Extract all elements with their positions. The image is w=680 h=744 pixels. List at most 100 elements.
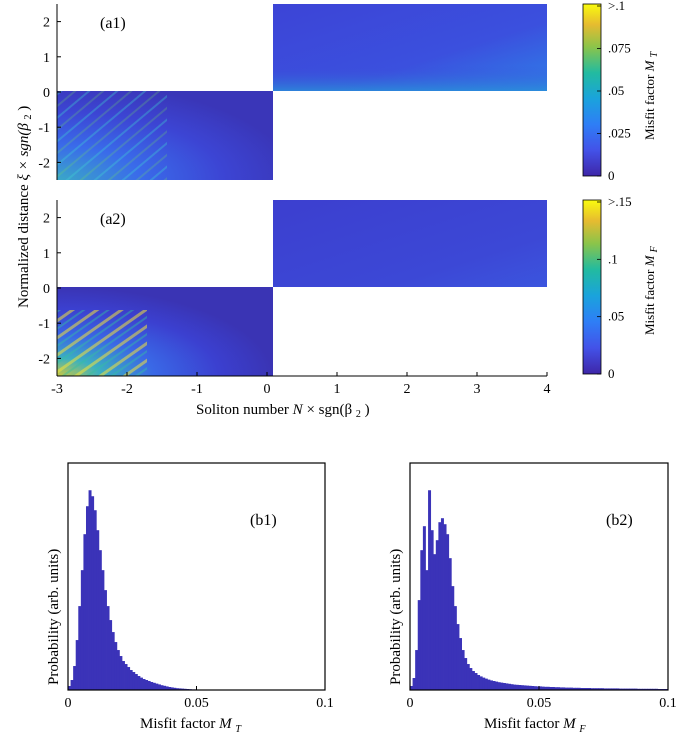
b2-bar	[479, 676, 483, 690]
colorbar-a2: >.15 .1 .05 0 Misfit factor M F	[582, 194, 660, 381]
b2-bar	[505, 683, 509, 690]
b2-bar	[618, 688, 622, 690]
b2-bar	[417, 600, 421, 690]
b2-bar	[487, 679, 491, 690]
b1-xtick-label: 0	[65, 696, 72, 711]
b2-bar	[539, 686, 542, 690]
b2-bar	[523, 685, 527, 690]
a2-yticks: -2 -1 0 1 2	[38, 212, 61, 367]
b1-xlabel: Misfit factor M T	[140, 716, 242, 735]
a1-ytick-label: 0	[43, 86, 50, 101]
b2-bar	[513, 684, 517, 690]
b2-bar	[531, 686, 535, 690]
b2-bar	[438, 522, 442, 690]
b2-bar	[515, 684, 519, 690]
b1-bar	[181, 688, 185, 690]
b2-xtick-label: 0	[407, 696, 414, 711]
b1-bar	[137, 676, 141, 690]
b2-bar	[631, 688, 635, 690]
b2-bar	[580, 688, 584, 690]
b1-bar	[85, 506, 89, 690]
panel-a1: (a1) -2 -1 0 1 2	[38, 4, 547, 180]
b2-bar	[544, 686, 548, 690]
b2-xlabel: Misfit factor M F	[484, 716, 586, 735]
colorbar-tick-label: .05	[608, 83, 624, 98]
b2-bar	[595, 688, 599, 690]
b2-bar	[451, 586, 455, 690]
b2-bars	[410, 490, 669, 690]
b1-bar	[147, 681, 151, 690]
b2-bar	[608, 688, 612, 690]
panel-b2: (b2) 0 0.05 0.1 Probability (arb. units) M…	[388, 462, 677, 735]
b2-bar	[572, 687, 576, 690]
b2-xticks: 0 0.05 0.1	[407, 686, 677, 711]
a1-region-left-streaks	[57, 91, 167, 180]
a-xlabel: Soliton number N × sgn(β 2 )	[196, 402, 370, 421]
b1-bar	[98, 550, 102, 690]
b2-bar	[554, 687, 558, 690]
b1-ylabel: Probability (arb. units)	[46, 549, 62, 685]
a1-ytick-label: 1	[43, 51, 50, 66]
b1-bar	[70, 680, 74, 690]
b1-bar	[111, 632, 115, 690]
b2-bar	[415, 650, 419, 690]
b2-bar	[482, 677, 486, 690]
b2-bar	[526, 685, 530, 690]
a1-ytick-label: 2	[43, 16, 50, 31]
a-ylabel: Normalized distance ξ × sgn(β 2 )	[16, 106, 35, 308]
a1-panel-label: (a1)	[100, 15, 126, 32]
b2-bar	[495, 681, 499, 690]
b2-bar	[606, 688, 610, 690]
colorbar-tick-label: .075	[608, 41, 631, 56]
a2-xtick-label: 4	[544, 382, 551, 397]
b2-bar	[575, 687, 579, 690]
b1-bar	[178, 688, 182, 690]
panel-b1: (b1) 0 0.05 0.1 Probability (arb. units) M…	[46, 462, 334, 735]
b2-bar	[474, 673, 478, 690]
a1-yticks: -2 -1 0 1 2	[38, 16, 61, 171]
a2-xtick-label: 3	[474, 382, 481, 397]
b1-bar	[75, 640, 79, 690]
b1-bar	[155, 683, 159, 690]
b2-bar	[464, 658, 468, 690]
a1-ytick-label: -2	[38, 156, 50, 171]
b2-bar	[528, 685, 532, 690]
b1-bar	[127, 667, 131, 690]
b2-bar	[508, 683, 512, 690]
b2-bar	[557, 687, 561, 690]
b1-bar	[78, 606, 82, 690]
b1-bar	[73, 666, 77, 690]
b1-bar	[68, 686, 71, 690]
b2-bar	[489, 680, 493, 690]
colorbar-a1-bar	[582, 3, 602, 177]
b1-bar	[170, 687, 174, 690]
b2-bar	[600, 688, 604, 690]
b2-bar	[629, 688, 633, 690]
b2-bar	[484, 678, 488, 690]
b2-bar	[461, 650, 465, 690]
b1-xtick-label: 0.1	[316, 696, 334, 711]
b1-bar	[109, 620, 113, 690]
a2-xtick-label: -3	[51, 382, 63, 397]
b2-bar	[577, 687, 581, 690]
b2-bar	[569, 687, 573, 690]
b1-bar	[132, 672, 136, 690]
b2-bar	[471, 671, 475, 690]
b2-bar	[541, 686, 545, 690]
b1-bar	[93, 510, 97, 690]
b2-bar	[536, 686, 540, 690]
b1-bar	[150, 682, 154, 690]
b1-panel-label: (b1)	[250, 512, 277, 529]
a2-xtick-label: 0	[264, 382, 271, 397]
colorbar-a2-label: Misfit factor M F	[642, 245, 660, 335]
a2-ytick-label: 0	[43, 282, 50, 297]
b2-xtick-label: 0.1	[659, 696, 677, 711]
b1-bar	[101, 570, 105, 690]
b2-ylabel: Probability (arb. units)	[388, 549, 404, 685]
b2-bar	[466, 664, 470, 690]
colorbar-tick-label: >.15	[608, 194, 632, 209]
a1-ytick-label: -1	[38, 121, 50, 136]
a2-ytick-label: -1	[38, 317, 50, 332]
a2-xtick-label: 1	[334, 382, 341, 397]
